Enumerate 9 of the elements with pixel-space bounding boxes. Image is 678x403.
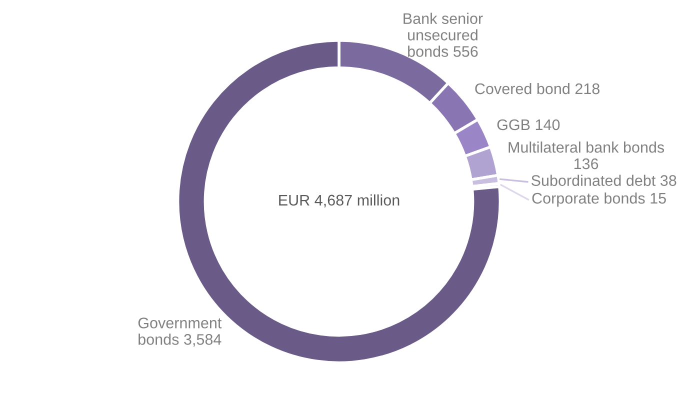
data-label: 136 bbox=[574, 158, 598, 170]
slice-label: Government bonds 3,584 bbox=[138, 318, 222, 347]
slice-label: Bank senior unsecured bonds 556 bbox=[404, 12, 483, 57]
slice-label: Multilateral bank bonds bbox=[508, 142, 664, 153]
text: EUR 4,687 million bbox=[279, 194, 400, 208]
slice-label: Corporate bonds 15 bbox=[532, 192, 666, 207]
slice-label: Covered bond 218 bbox=[475, 82, 600, 94]
slice-label: Subordinated debt 38 bbox=[531, 174, 676, 186]
slice-label: GGB 140 bbox=[497, 119, 560, 130]
